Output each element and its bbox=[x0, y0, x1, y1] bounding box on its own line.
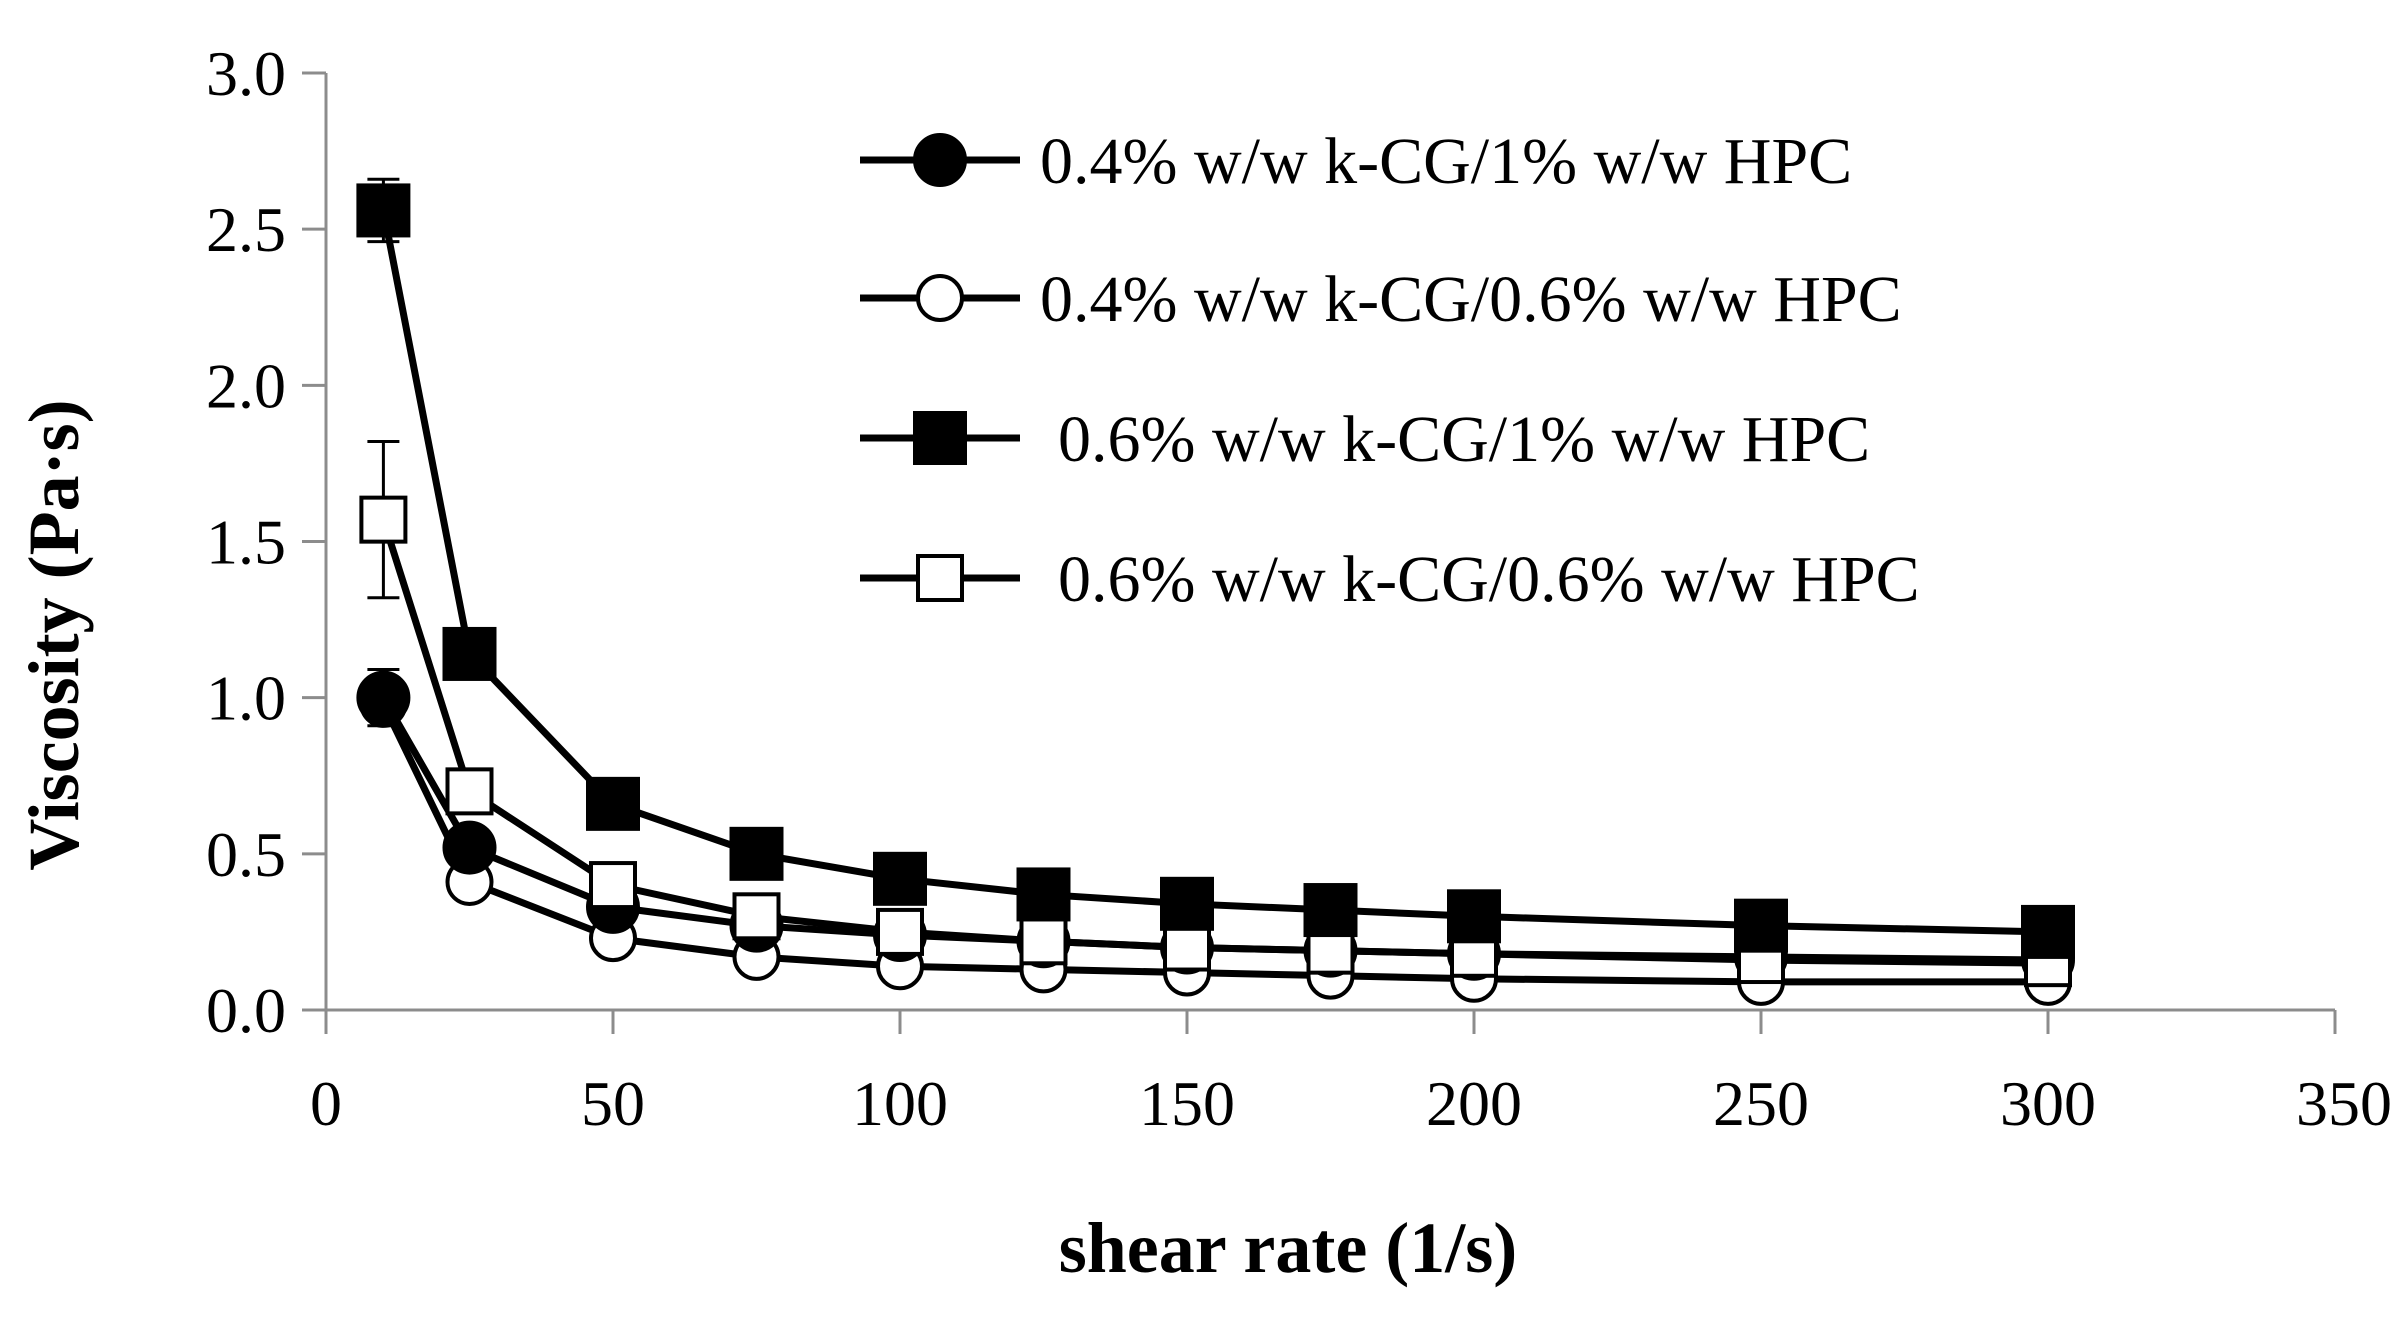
legend-item: 0.4% w/w k-CG/1% w/w HPC bbox=[860, 125, 1852, 198]
series-3 bbox=[356, 177, 2075, 959]
data-point bbox=[729, 826, 784, 881]
legend-item: 0.4% w/w k-CG/0.6% w/w HPC bbox=[860, 263, 1902, 336]
y-tick-label: 2.5 bbox=[206, 194, 286, 265]
x-axis-title: shear rate (1/s) bbox=[1059, 1208, 1518, 1288]
legend-item: 0.6% w/w k-CG/1% w/w HPC bbox=[860, 403, 1870, 476]
x-tick-label: 0 bbox=[310, 1068, 342, 1139]
x-tick-label: 50 bbox=[581, 1068, 645, 1139]
legend-label: 0.6% w/w k-CG/0.6% w/w HPC bbox=[1058, 543, 1920, 616]
data-point bbox=[1734, 898, 1788, 953]
data-point bbox=[1447, 889, 1501, 944]
x-tick-label: 350 bbox=[2296, 1068, 2392, 1139]
y-tick-label: 0.0 bbox=[206, 975, 286, 1046]
legend-label: 0.6% w/w k-CG/1% w/w HPC bbox=[1058, 403, 1870, 476]
data-point bbox=[356, 183, 411, 238]
data-point bbox=[876, 907, 924, 956]
series-layer bbox=[356, 177, 2075, 1006]
data-point bbox=[2021, 904, 2075, 959]
data-point bbox=[1016, 867, 1071, 922]
legend-marker bbox=[916, 554, 964, 602]
legend-marker bbox=[916, 274, 964, 322]
y-tick-label: 0.5 bbox=[206, 819, 286, 890]
x-tick-label: 250 bbox=[1713, 1068, 1809, 1139]
data-point bbox=[359, 495, 408, 544]
x-tick-label: 300 bbox=[2000, 1068, 2096, 1139]
data-point bbox=[732, 892, 781, 941]
y-axis-title: Viscosity (Pa·s) bbox=[14, 399, 94, 870]
x-tick-label: 100 bbox=[852, 1068, 948, 1139]
data-point bbox=[873, 851, 927, 906]
data-point bbox=[1019, 917, 1068, 966]
data-point bbox=[1163, 923, 1211, 972]
data-point bbox=[442, 626, 497, 681]
legend: 0.4% w/w k-CG/1% w/w HPC 0.4% w/w k-CG/0.… bbox=[860, 125, 1920, 616]
legend-label: 0.4% w/w k-CG/1% w/w HPC bbox=[1040, 125, 1852, 198]
y-tick-label: 2.0 bbox=[206, 350, 286, 421]
axes: 0.0 0.5 1.0 1.5 2.0 2.5 3.0 0 50 100 150 200 250 300 3… bbox=[206, 38, 2392, 1139]
y-tick-label: 1.0 bbox=[206, 663, 286, 734]
legend-item: 0.6% w/w k-CG/0.6% w/w HPC bbox=[860, 543, 1920, 616]
x-tick-label: 150 bbox=[1139, 1068, 1235, 1139]
data-point bbox=[586, 776, 640, 831]
data-point bbox=[1160, 876, 1214, 931]
data-point bbox=[356, 670, 411, 725]
legend-marker bbox=[913, 411, 967, 465]
data-point bbox=[1303, 883, 1358, 938]
y-tick-label: 1.5 bbox=[206, 507, 286, 578]
x-tick-label: 200 bbox=[1426, 1068, 1522, 1139]
data-point bbox=[589, 861, 637, 910]
y-tick-label: 3.0 bbox=[206, 38, 286, 109]
data-point bbox=[442, 820, 497, 875]
legend-label: 0.4% w/w k-CG/0.6% w/w HPC bbox=[1040, 263, 1902, 336]
data-point bbox=[445, 767, 494, 816]
series-4 bbox=[359, 440, 2072, 988]
legend-marker bbox=[913, 133, 967, 187]
